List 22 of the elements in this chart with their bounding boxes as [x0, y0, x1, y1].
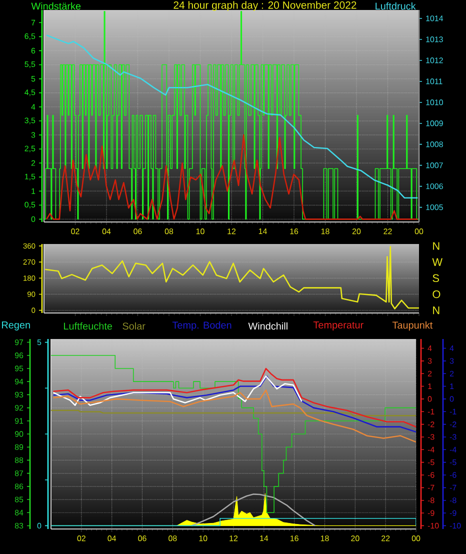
line-series [52, 375, 302, 406]
text: Temp. Boden [172, 321, 232, 331]
text: O [432, 290, 440, 298]
line-series [44, 246, 420, 310]
text: Taupunkt [392, 321, 433, 331]
line-series [46, 34, 418, 199]
y-axis-title: Windstärke [31, 2, 81, 10]
text: W [432, 258, 442, 266]
line-series [52, 375, 416, 433]
line-series [46, 134, 418, 220]
text: N [433, 306, 440, 314]
text: S [432, 274, 439, 282]
text: Windchill [248, 322, 288, 330]
y2-axis-title: Luftdruck [376, 2, 416, 10]
text: Solar [122, 322, 146, 330]
text: Regen [2, 322, 30, 330]
text: N [433, 242, 440, 250]
text: Luftfeuchte [64, 322, 112, 330]
line-series [191, 494, 316, 526]
text: Temperatur [313, 322, 364, 330]
line-series [52, 389, 416, 443]
chart-title: 24 hour graph day : 20 November 2022 [174, 1, 356, 11]
